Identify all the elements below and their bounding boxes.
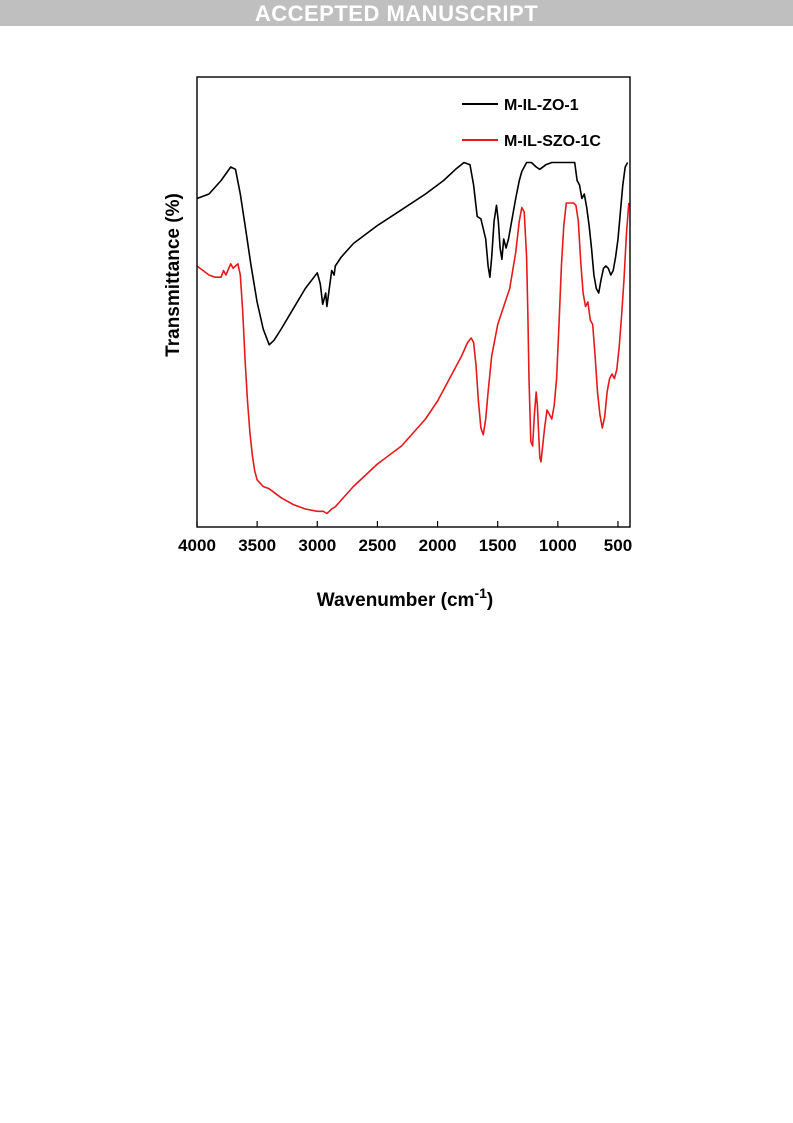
series-line-m-il-szo-1c <box>196 202 630 515</box>
x-axis-title: Wavenumber (cm-1) <box>317 585 493 610</box>
plot-frame <box>196 76 631 528</box>
x-axis-title-close: ) <box>487 590 493 610</box>
legend-label-m-il-zo-1: M-IL-ZO-1 <box>504 97 579 114</box>
ftir-figure: 4000 3500 3000 2500 2000 1500 1000 500 Transmit… <box>160 60 636 610</box>
x-tick-label: 4000 <box>178 536 216 555</box>
legend-label-m-il-szo-1c: M-IL-SZO-1C <box>504 133 601 150</box>
legend: M-IL-ZO-1 M-IL-SZO-1C <box>462 97 601 150</box>
ftir-chart: 4000 3500 3000 2500 2000 1500 1000 500 Transmit… <box>163 76 632 610</box>
x-tick-label: 1000 <box>539 536 577 555</box>
x-axis-ticks: 4000 3500 3000 2500 2000 1500 1000 500 <box>178 521 632 555</box>
x-tick-label: 500 <box>604 536 632 555</box>
series-group <box>196 161 630 515</box>
x-tick-label: 1500 <box>479 536 517 555</box>
x-tick-label: 2500 <box>359 536 397 555</box>
series-line-m-il-zo-1 <box>196 161 629 346</box>
banner-text: ACCEPTED MANUSCRIPT <box>254 1 539 26</box>
x-tick-label: 2000 <box>419 536 457 555</box>
x-axis-title-superscript: -1 <box>474 585 487 601</box>
y-axis-title: Transmittance (%) <box>163 193 184 357</box>
x-tick-label: 3500 <box>238 536 276 555</box>
x-tick-label: 3000 <box>298 536 336 555</box>
accepted-manuscript-banner: ACCEPTED MANUSCRIPT <box>0 0 793 26</box>
x-axis-title-main: Wavenumber (cm <box>317 590 475 610</box>
